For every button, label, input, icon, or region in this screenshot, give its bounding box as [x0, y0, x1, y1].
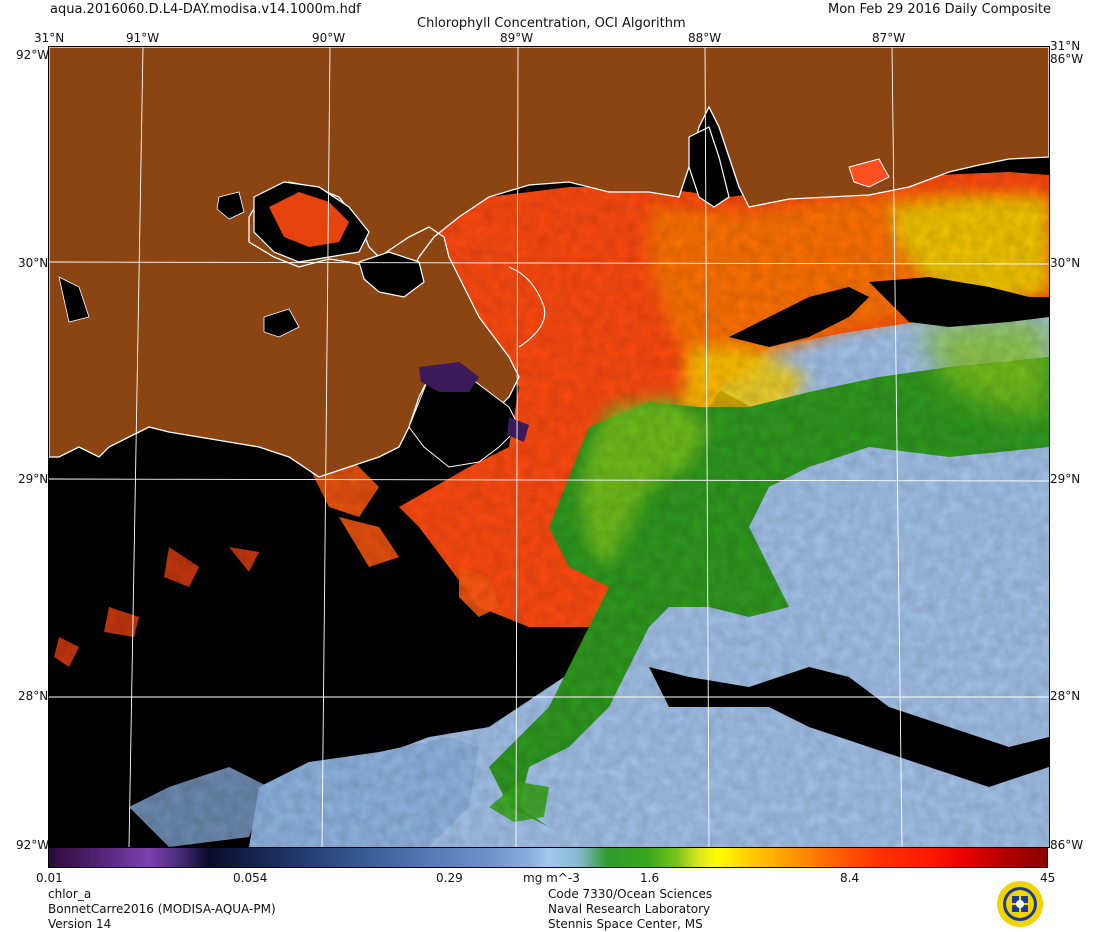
lat-label-top-left: 31°N	[34, 31, 65, 45]
nrl-seal-icon	[996, 880, 1044, 928]
org-name: Naval Research Laboratory	[548, 902, 711, 916]
org-location: Stennis Space Center, MS	[548, 917, 703, 931]
lat-label-30n-right: 30°N	[1050, 256, 1081, 270]
lon-label-87w: 87°W	[872, 31, 906, 45]
lat-label-28n-left: 28°N	[18, 689, 49, 703]
version-label: Version 14	[48, 917, 112, 931]
colorbar-label-min: 0.01	[36, 871, 63, 885]
lake-borgne	[358, 251, 425, 298]
pensacola-inlet	[848, 158, 890, 188]
lon-label-88w: 88°W	[688, 31, 722, 45]
org-code: Code 7330/Ocean Sciences	[548, 887, 713, 901]
lon-label-91w: 91°W	[126, 31, 160, 45]
lake-plume	[269, 192, 349, 247]
filename-label: aqua.2016060.D.L4-DAY.modisa.v14.1000m.h…	[50, 2, 361, 17]
composite-date: Mon Feb 29 2016 Daily Composite	[828, 2, 1051, 17]
colorbar-label-0054: 0.054	[233, 871, 268, 885]
colorbar	[48, 847, 1048, 868]
map-canvas	[49, 47, 1049, 847]
inland-black-patches	[58, 191, 300, 338]
colorbar-label-16: 1.6	[640, 871, 660, 885]
lat-label-28n-right: 28°N	[1050, 689, 1081, 703]
lat-label-29n-left: 29°N	[18, 472, 49, 486]
lat-label-29n-right: 29°N	[1050, 472, 1081, 486]
colorbar-label-84: 8.4	[840, 871, 860, 885]
lon-label-top-left: 92°W	[16, 48, 50, 62]
mobile-bay	[688, 126, 730, 208]
lon-label-top-right: 86°W	[1050, 52, 1084, 66]
graticule	[49, 47, 1049, 847]
lon-label-bottom-right: 86°W	[1050, 838, 1084, 852]
lon-label-bottom-left: 92°W	[16, 838, 50, 852]
lat-label-30n-left: 30°N	[18, 256, 49, 270]
product-name: chlor_a	[48, 887, 92, 901]
colorbar-label-max: 45	[1040, 871, 1056, 885]
colorbar-units: mg m^-3	[523, 871, 580, 885]
lat-label-top-right: 31°N	[1050, 39, 1081, 53]
colorbar-label-029: 0.29	[436, 871, 463, 885]
barrier-islands	[508, 266, 546, 348]
lon-label-90w: 90°W	[312, 31, 346, 45]
map-title: Chlorophyll Concentration, OCI Algorithm	[417, 16, 686, 31]
project-name: BonnetCarre2016 (MODISA-AQUA-PM)	[48, 902, 276, 916]
lon-label-89w: 89°W	[500, 31, 534, 45]
chlorophyll-map	[48, 46, 1050, 848]
delta-purple	[419, 362, 529, 442]
